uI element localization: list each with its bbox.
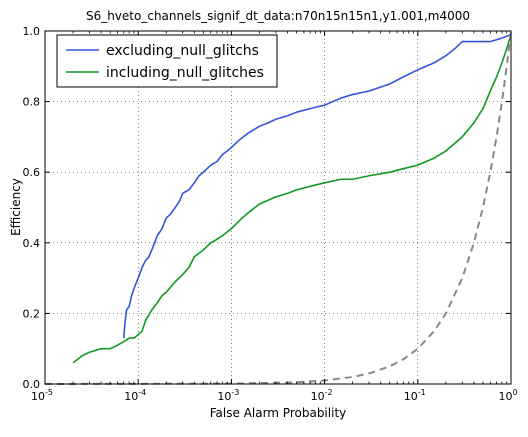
series-line-0 (122, 33, 512, 339)
y-tick-label: 0.0 (23, 378, 41, 391)
x-tick-label: 10-3 (217, 388, 239, 403)
x-tick-label: 10-1 (404, 388, 426, 403)
series-line-1 (72, 34, 512, 364)
y-axis: 0.0 0.2 0.4 0.6 0.8 1.0 (23, 25, 511, 391)
y-tick-label: 0.2 (23, 307, 41, 320)
y-tick-label: 0.4 (23, 237, 41, 250)
y-tick-label: 0.8 (23, 96, 41, 109)
legend-box (56, 34, 278, 88)
y-tick-label: 0.6 (23, 166, 41, 179)
x-axis: 10-5 10-4 10-3 10-2 10-1 100 (31, 31, 518, 403)
y-tick-label: 1.0 (23, 25, 41, 38)
x-tick-label: 100 (498, 388, 517, 403)
x-tick-label: 10-2 (311, 388, 333, 403)
chart-title: S6_hveto_channels_signif_dt_data:n70n15n… (86, 9, 470, 23)
x-tick-label: 10-5 (31, 388, 53, 403)
legend-label-including: including_null_glitches (106, 65, 264, 81)
plot-frame (44, 30, 512, 385)
legend: excluding_null_glitchs including_null_gl… (56, 34, 278, 88)
x-axis-label: False Alarm Probability (210, 406, 347, 420)
y-axis-label: Efficiency (9, 178, 23, 236)
legend-label-excluding: excluding_null_glitchs (106, 43, 259, 59)
x-tick-label: 10-4 (124, 388, 146, 403)
